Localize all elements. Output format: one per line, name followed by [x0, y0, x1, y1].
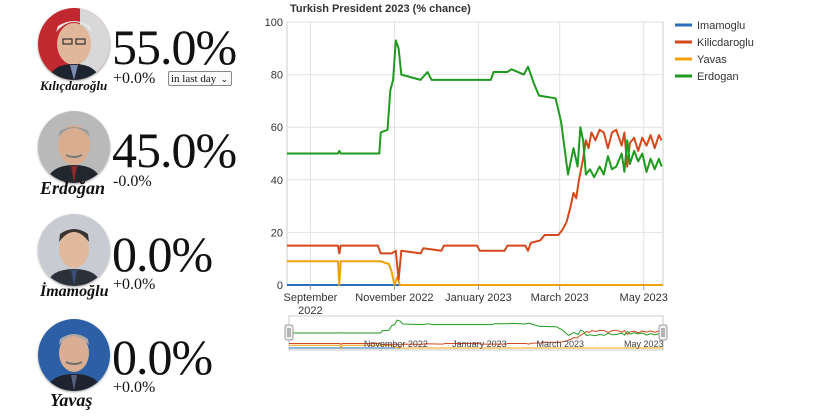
candidate-percent: 0.0% [112, 329, 213, 385]
chart-title: Turkish President 2023 (% chance) [290, 3, 471, 15]
y-tick-label: 60 [271, 122, 283, 134]
y-tick-label: 20 [271, 227, 283, 239]
candidate-yavas: Yavaş 0.0% +0.0% [0, 314, 270, 414]
x-tick-label: November 2022 [355, 292, 433, 304]
yavas-avatar [38, 319, 110, 391]
navigator-label: March 2023 [536, 339, 584, 349]
legend-label: Imamoglu [697, 20, 745, 32]
series-line-erdogan [287, 39, 663, 179]
legend-label: Yavas [697, 54, 727, 66]
x-tick-label: March 2023 [531, 292, 589, 304]
candidate-change: -0.0% [113, 173, 152, 190]
x-tick-label: September 2022 [284, 292, 338, 317]
navigator-label: May 2023 [624, 339, 664, 349]
x-tick-label: May 2023 [620, 292, 668, 304]
candidate-change: +0.0% [113, 276, 156, 293]
x-tick-label: January 2023 [445, 292, 512, 304]
candidate-percent: 0.0% [112, 226, 213, 282]
candidate-erdogan: Erdoğan 45.0% -0.0% [0, 104, 270, 204]
legend-label: Erdogan [697, 71, 739, 83]
candidate-name: Kılıçdaroğlu [40, 78, 108, 93]
y-tick-label: 0 [277, 280, 283, 292]
candidate-kilicdaroglu: Kılıçdaroğlu 55.0% +0.0% in last day ⌄ [0, 0, 270, 100]
y-tick-label: 100 [265, 17, 283, 29]
legend-label: Kilicdaroglu [697, 37, 754, 49]
candidate-imamoglu: İmamoğlu 0.0% +0.0% [0, 208, 270, 308]
candidate-change: +0.0% [113, 70, 156, 87]
period-select-value: in last day [171, 73, 217, 85]
period-select[interactable]: in last day ⌄ [168, 71, 232, 86]
candidate-name: İmamoğlu [40, 283, 109, 300]
candidate-name: Yavaş [50, 390, 93, 410]
candidate-percent: 45.0% [112, 122, 237, 178]
candidate-name: Erdoğan [40, 178, 106, 198]
y-tick-label: 40 [271, 175, 283, 187]
y-tick-label: 80 [271, 70, 283, 82]
navigator-label: November 2022 [364, 339, 428, 349]
imamoglu-avatar [38, 214, 110, 286]
navigator-series-erdogan [289, 319, 662, 337]
navigator-handle-right[interactable] [658, 324, 668, 341]
chevron-down-icon: ⌄ [220, 74, 228, 84]
navigator-label: January 2023 [452, 339, 507, 349]
navigator-handle-left[interactable] [284, 324, 294, 341]
candidate-change: +0.0% [113, 379, 156, 396]
erdogan-avatar [38, 111, 110, 183]
candidate-percent: 55.0% [112, 19, 237, 75]
